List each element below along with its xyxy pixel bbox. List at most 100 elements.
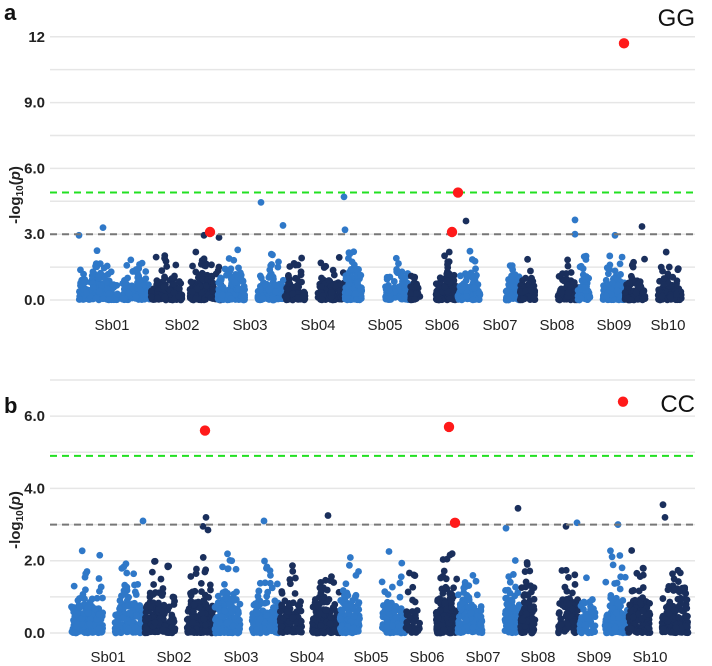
- snp-point: [569, 618, 577, 626]
- snp-point: [588, 596, 596, 603]
- snp-point: [345, 289, 353, 297]
- snp-point: [392, 254, 400, 262]
- snp-point: [297, 271, 305, 279]
- snp-point: [579, 265, 587, 273]
- snp-point: [208, 261, 215, 269]
- snp-point: [224, 565, 232, 573]
- snp-point: [446, 551, 454, 559]
- snp-point: [110, 281, 117, 289]
- snp-point: [459, 283, 466, 291]
- snp-point: [477, 613, 485, 621]
- snp-point: [578, 599, 586, 607]
- snp-point: [602, 292, 610, 300]
- snp-point: [172, 261, 180, 269]
- snp-point: [215, 279, 223, 287]
- x-tick-label-sb04: Sb04: [289, 649, 324, 666]
- snp-point: [453, 575, 461, 583]
- snp-point: [469, 572, 477, 579]
- snp-point: [618, 253, 626, 261]
- snp-point: [158, 267, 166, 274]
- snp-point: [400, 290, 408, 297]
- snp-point: [294, 294, 302, 302]
- snp-point: [143, 625, 150, 633]
- snp-point: [603, 264, 611, 272]
- snp-point: [222, 594, 230, 602]
- snp-point: [557, 621, 565, 629]
- snp-point: [446, 295, 454, 303]
- x-tick-label-sb05: Sb05: [367, 317, 402, 334]
- snp-point: [460, 584, 468, 592]
- snp-point: [163, 263, 171, 270]
- snp-point: [521, 568, 529, 575]
- snp-point: [267, 250, 275, 258]
- snp-point: [289, 614, 297, 622]
- snp-point-outlier: [99, 224, 107, 232]
- snp-point: [442, 583, 450, 591]
- snp-point: [412, 290, 420, 298]
- snp-point: [132, 293, 140, 301]
- snp-point-outlier: [611, 231, 619, 239]
- snp-point: [142, 275, 150, 282]
- snp-point: [200, 255, 208, 263]
- snp-point: [130, 570, 138, 578]
- y-tick-label: 2.0: [24, 553, 45, 570]
- snp-point: [289, 567, 297, 575]
- snp-point: [221, 580, 228, 588]
- snp-point: [390, 608, 398, 616]
- y-axis-title: -log10(p): [7, 166, 26, 224]
- snp-point: [253, 609, 261, 617]
- snp-point: [261, 557, 268, 565]
- snp-point: [263, 564, 270, 572]
- snp-point: [119, 295, 127, 303]
- snp-point: [511, 557, 519, 564]
- snp-point: [416, 619, 423, 627]
- x-tick-label-sb08: Sb08: [520, 649, 555, 666]
- snp-point: [357, 285, 365, 293]
- snp-point: [524, 255, 531, 263]
- snp-point: [84, 604, 92, 611]
- snp-point-outlier: [75, 231, 83, 239]
- snp-point: [97, 269, 104, 277]
- snp-point: [192, 248, 200, 256]
- snp-point: [284, 626, 291, 634]
- snp-point: [318, 296, 326, 304]
- snp-point: [133, 612, 141, 619]
- snp-point: [530, 620, 538, 628]
- snp-point: [469, 624, 477, 631]
- snp-point: [259, 295, 267, 303]
- snp-point: [455, 621, 463, 628]
- snp-point: [468, 601, 475, 609]
- snp-point: [672, 290, 680, 298]
- snp-point: [159, 626, 167, 634]
- snp-point: [202, 600, 210, 608]
- snp-point: [509, 271, 517, 279]
- snp-point: [587, 602, 594, 610]
- x-tick-label-sb02: Sb02: [164, 317, 199, 334]
- snp-point: [132, 591, 140, 598]
- snp-point: [89, 284, 97, 291]
- snp-point: [403, 611, 411, 619]
- snp-point: [209, 287, 217, 295]
- snp-point: [200, 615, 208, 623]
- snp-point: [187, 278, 195, 286]
- snp-point: [614, 281, 622, 289]
- snp-point: [475, 628, 483, 636]
- snp-point: [335, 254, 343, 261]
- snp-point: [199, 270, 207, 278]
- snp-point: [611, 624, 619, 632]
- snp-point: [277, 628, 285, 636]
- snp-point: [586, 293, 594, 301]
- x-tick-label-sb06: Sb06: [424, 317, 459, 334]
- snp-point: [436, 629, 444, 637]
- snp-point: [520, 592, 528, 600]
- snp-point: [82, 586, 89, 594]
- snp-point: [396, 579, 404, 587]
- snp-point: [116, 605, 123, 613]
- snp-point: [611, 267, 619, 275]
- snp-point: [312, 628, 320, 636]
- snp-point: [86, 620, 94, 628]
- snp-point: [396, 593, 404, 601]
- snp-point: [385, 548, 393, 555]
- y-tick-label: 0.0: [24, 625, 45, 642]
- snp-point: [385, 287, 393, 294]
